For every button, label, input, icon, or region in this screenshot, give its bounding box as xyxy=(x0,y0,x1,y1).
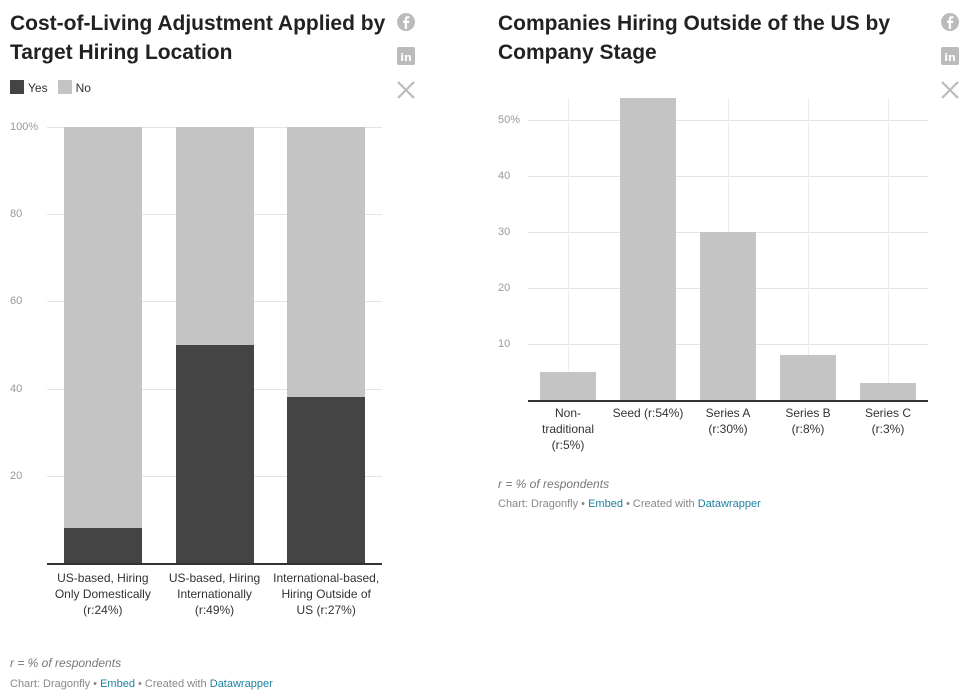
credit: Chart: Dragonfly • Embed • Created with … xyxy=(498,498,761,510)
bar-segment xyxy=(63,528,142,563)
baseline xyxy=(47,563,382,565)
bar xyxy=(780,355,836,400)
legend-label: Yes xyxy=(28,81,48,95)
chart-title: Companies Hiring Outside of the US by Co… xyxy=(498,12,891,64)
x-tick-label: Series C (r:3%) xyxy=(864,406,911,436)
y-tick-label: 80 xyxy=(10,208,23,221)
x-icon[interactable] xyxy=(940,80,960,100)
legend-swatch xyxy=(10,80,24,94)
y-tick-label: 20 xyxy=(10,469,23,482)
bar-segment xyxy=(175,345,254,563)
note: r = % of respondents xyxy=(10,656,122,670)
credit-text: Chart: Dragonfly xyxy=(10,678,91,690)
x-icon[interactable] xyxy=(396,80,416,100)
legend-label: No xyxy=(75,81,91,95)
y-tick-label: 50% xyxy=(498,114,521,127)
x-tick-label: US-based, Hiring Internationally (r:49%) xyxy=(168,571,261,617)
linkedin-icon[interactable]: in xyxy=(396,46,416,66)
y-tick-label: 100% xyxy=(10,121,39,133)
y-tick-label: 40 xyxy=(10,382,23,395)
svg-text:in: in xyxy=(944,51,956,64)
facebook-icon[interactable] xyxy=(396,12,416,32)
legend-item: No xyxy=(57,80,91,95)
bar-segment xyxy=(63,127,142,529)
share-icons: in xyxy=(396,12,416,114)
vertical-grid-line xyxy=(888,98,889,400)
y-tick-label: 30 xyxy=(498,226,511,239)
baseline xyxy=(528,400,928,402)
credit-text: Created with xyxy=(632,498,695,510)
datawrapper-link[interactable]: Datawrapper xyxy=(697,498,761,510)
x-tick-label: International-based, Hiring Outside of U… xyxy=(273,571,380,617)
legend-swatch xyxy=(57,80,72,94)
x-tick-label: Seed (r:54%) xyxy=(612,406,684,420)
credit: Chart: Dragonfly • Embed • Created with … xyxy=(10,678,273,690)
legend: Yes No xyxy=(10,80,91,95)
bar-segment xyxy=(287,127,366,398)
bar-segment xyxy=(175,127,254,345)
credit-sep: • xyxy=(93,678,98,690)
y-tick-label: 10 xyxy=(498,338,511,351)
chart-title: Cost-of-Living Adjustment Applied by Tar… xyxy=(10,12,386,64)
bar xyxy=(860,383,916,400)
x-tick-label: Series B (r:8%) xyxy=(785,406,831,436)
x-tick-label: Non-traditional (r:5%) xyxy=(541,406,595,452)
credit-sep: • xyxy=(581,498,586,510)
bar-segment xyxy=(287,397,366,563)
credit-text: Chart: Dragonfly xyxy=(498,498,579,510)
share-icons: in xyxy=(940,12,960,114)
facebook-icon[interactable] xyxy=(940,12,960,32)
embed-link[interactable]: Embed xyxy=(588,498,623,510)
note: r = % of respondents xyxy=(498,477,610,491)
linkedin-icon[interactable]: in xyxy=(940,46,960,66)
x-tick-label: US-based, Hiring Only Domestically (r:24… xyxy=(54,571,151,617)
embed-link[interactable]: Embed xyxy=(100,678,135,690)
vertical-grid-line xyxy=(808,98,809,400)
datawrapper-link[interactable]: Datawrapper xyxy=(209,678,273,690)
y-tick-label: 40 xyxy=(498,170,511,183)
vertical-grid-line xyxy=(568,98,569,400)
credit-text: Created with xyxy=(144,678,207,690)
y-tick-label: 20 xyxy=(498,282,511,295)
bar xyxy=(700,232,756,400)
x-tick-label: Series A (r:30%) xyxy=(705,406,751,436)
bar xyxy=(620,98,676,400)
legend-item: Yes xyxy=(10,80,48,95)
credit-sep: • xyxy=(626,498,630,510)
credit-sep: • xyxy=(138,678,142,690)
svg-text:in: in xyxy=(400,51,412,64)
bar xyxy=(540,372,596,400)
y-tick-label: 60 xyxy=(10,295,23,308)
